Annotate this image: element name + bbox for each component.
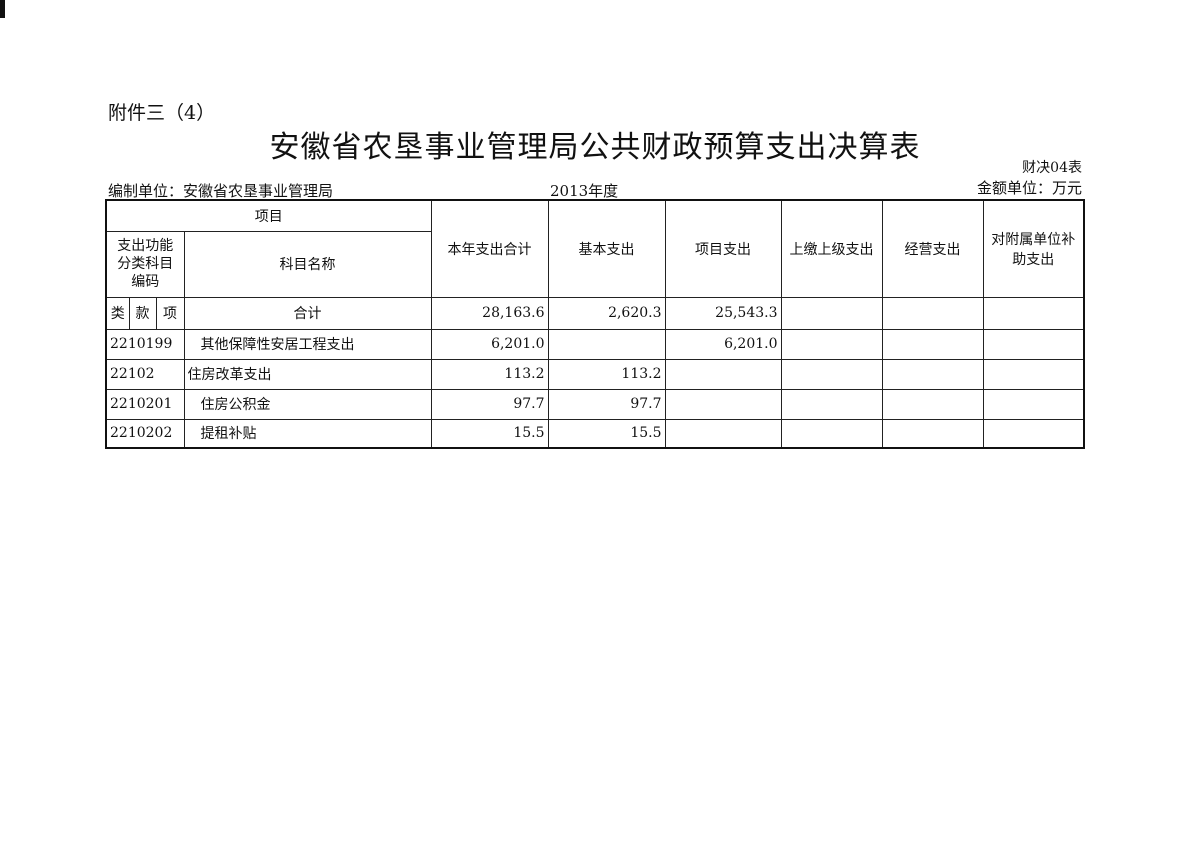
header-total: 本年支出合计: [430, 199, 549, 298]
compiling-unit: 编制单位：安徽省农垦事业管理局: [108, 182, 334, 200]
header-business: 经营支出: [881, 199, 984, 298]
fiscal-year: 2013年度: [550, 182, 619, 200]
cell: 25,543.3: [664, 296, 782, 330]
header-subsidiary: 对附属单位补助支出: [982, 199, 1085, 298]
cell: 15.5: [547, 418, 666, 449]
table-row: 2210201 住房公积金 97.7 97.7: [105, 388, 1085, 420]
row-name: 提租补贴: [183, 418, 432, 449]
header-basic: 基本支出: [547, 199, 666, 298]
cell: [881, 296, 984, 330]
cell: [982, 418, 1085, 449]
cell: 6,201.0: [664, 328, 782, 360]
header-lei: 类: [105, 296, 130, 330]
cell: [881, 358, 984, 390]
cell: [780, 296, 883, 330]
row-code: 22102: [105, 358, 185, 390]
cell: [780, 328, 883, 360]
row-code: 2210199: [105, 328, 185, 360]
form-number: 财决04表: [1022, 160, 1082, 176]
cell: 97.7: [430, 388, 549, 420]
expenditure-table: 项目 本年支出合计 基本支出 项目支出 上缴上级支出 经营支出 对附属单位补助支…: [105, 199, 1085, 449]
header-project: 项目支出: [664, 199, 782, 298]
page-title: 安徽省农垦事业管理局公共财政预算支出决算表: [269, 130, 921, 165]
cell: 15.5: [430, 418, 549, 449]
header-code: 支出功能分类科目编码: [105, 230, 185, 298]
cell: 97.7: [547, 388, 666, 420]
header-item: 项目: [105, 199, 432, 232]
cell: 28,163.6: [430, 296, 549, 330]
row-name: 其他保障性安居工程支出: [183, 328, 432, 360]
row-name: 住房公积金: [183, 388, 432, 420]
header-xiang: 项: [155, 296, 185, 330]
header-kuan: 款: [128, 296, 157, 330]
cell: [780, 418, 883, 449]
header-upper: 上缴上级支出: [780, 199, 883, 298]
cell: [664, 388, 782, 420]
cell: [982, 358, 1085, 390]
cell: [881, 388, 984, 420]
money-unit: 金额单位：万元: [976, 179, 1082, 197]
row-code: 2210201: [105, 388, 185, 420]
cell: 113.2: [430, 358, 549, 390]
row-name: 住房改革支出: [183, 358, 432, 390]
table-row: 22102 住房改革支出 113.2 113.2: [105, 358, 1085, 390]
row-name: 合计: [183, 296, 432, 330]
table-row: 2210199 其他保障性安居工程支出 6,201.0 6,201.0: [105, 328, 1085, 360]
cell: 113.2: [547, 358, 666, 390]
table-row: 2210202 提租补贴 15.5 15.5: [105, 418, 1085, 449]
cell: [780, 358, 883, 390]
cell: [547, 328, 666, 360]
cell: [780, 388, 883, 420]
cell: [881, 418, 984, 449]
header-name: 科目名称: [183, 230, 432, 298]
cell: 2,620.3: [547, 296, 666, 330]
cell: [664, 418, 782, 449]
cell: [982, 388, 1085, 420]
cell: [982, 296, 1085, 330]
scan-mark: [0, 0, 5, 18]
cell: [982, 328, 1085, 360]
cell: 6,201.0: [430, 328, 549, 360]
row-code: 2210202: [105, 418, 185, 449]
cell: [881, 328, 984, 360]
cell: [664, 358, 782, 390]
attachment-label: 附件三（4）: [108, 102, 216, 124]
